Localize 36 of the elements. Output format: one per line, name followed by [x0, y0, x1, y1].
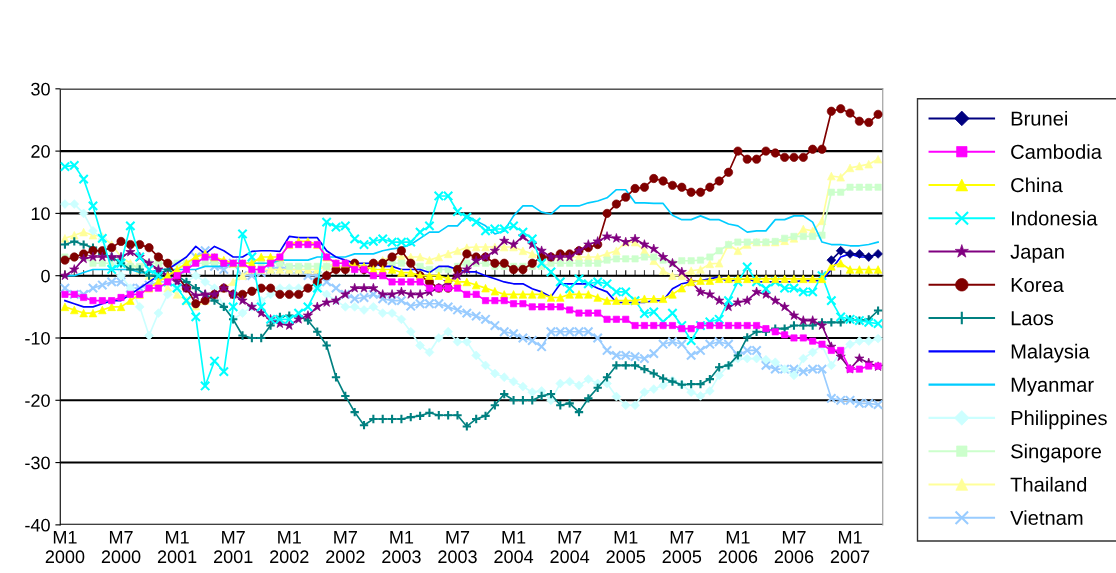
x-tick-label: M1 2006 [718, 531, 758, 564]
y-tick-label: -10 [25, 331, 50, 345]
legend-label: Brunei [1011, 110, 1067, 126]
legend-label: Vietnam [1010, 510, 1083, 525]
x-tick-label: M7 2000 [101, 531, 141, 564]
y-tick-label: 30 [31, 82, 50, 96]
x-tick-label: M7 2005 [662, 531, 702, 564]
x-tick-label: M7 2001 [214, 531, 253, 564]
legend-label: Cambodia [1011, 144, 1102, 159]
x-tick-label: M1 2003 [382, 531, 421, 564]
x-tick-label: M1 2005 [606, 531, 646, 564]
legend-label: Indonesia [1012, 210, 1098, 226]
legend-label: Singapore [1011, 443, 1102, 463]
y-tick-label: 10 [31, 207, 50, 221]
x-tick-label: M7 2004 [550, 531, 590, 564]
y-tick-label: 20 [31, 145, 50, 158]
legend-label: Thailand [1010, 476, 1087, 492]
x-tick-label: M1 2001 [157, 531, 197, 564]
legend-label: Malaysia [1011, 343, 1090, 363]
x-tick-label: M7 2002 [326, 531, 365, 564]
x-tick-label: M1 2002 [270, 531, 309, 564]
legend-label: China [1011, 177, 1063, 193]
legend-label: Korea [1011, 278, 1064, 293]
x-tick-label: M7 2006 [774, 531, 814, 564]
y-tick-label: -40 [25, 518, 50, 532]
legend-label: Philippines [1011, 410, 1107, 430]
x-tick-label: M1 2004 [494, 531, 534, 564]
x-tick-label: M1 2007 [830, 531, 870, 564]
y-tick-label: 0 [41, 269, 50, 283]
legend-label: Laos [1011, 311, 1054, 326]
legend-label: Myanmar [1011, 377, 1094, 396]
x-tick-label: M1 2000 [45, 531, 85, 564]
y-tick-label: -20 [25, 394, 50, 407]
x-tick-label: M7 2003 [438, 531, 477, 564]
y-tick-label: -30 [25, 456, 50, 470]
legend-label: Japan [1010, 244, 1064, 263]
